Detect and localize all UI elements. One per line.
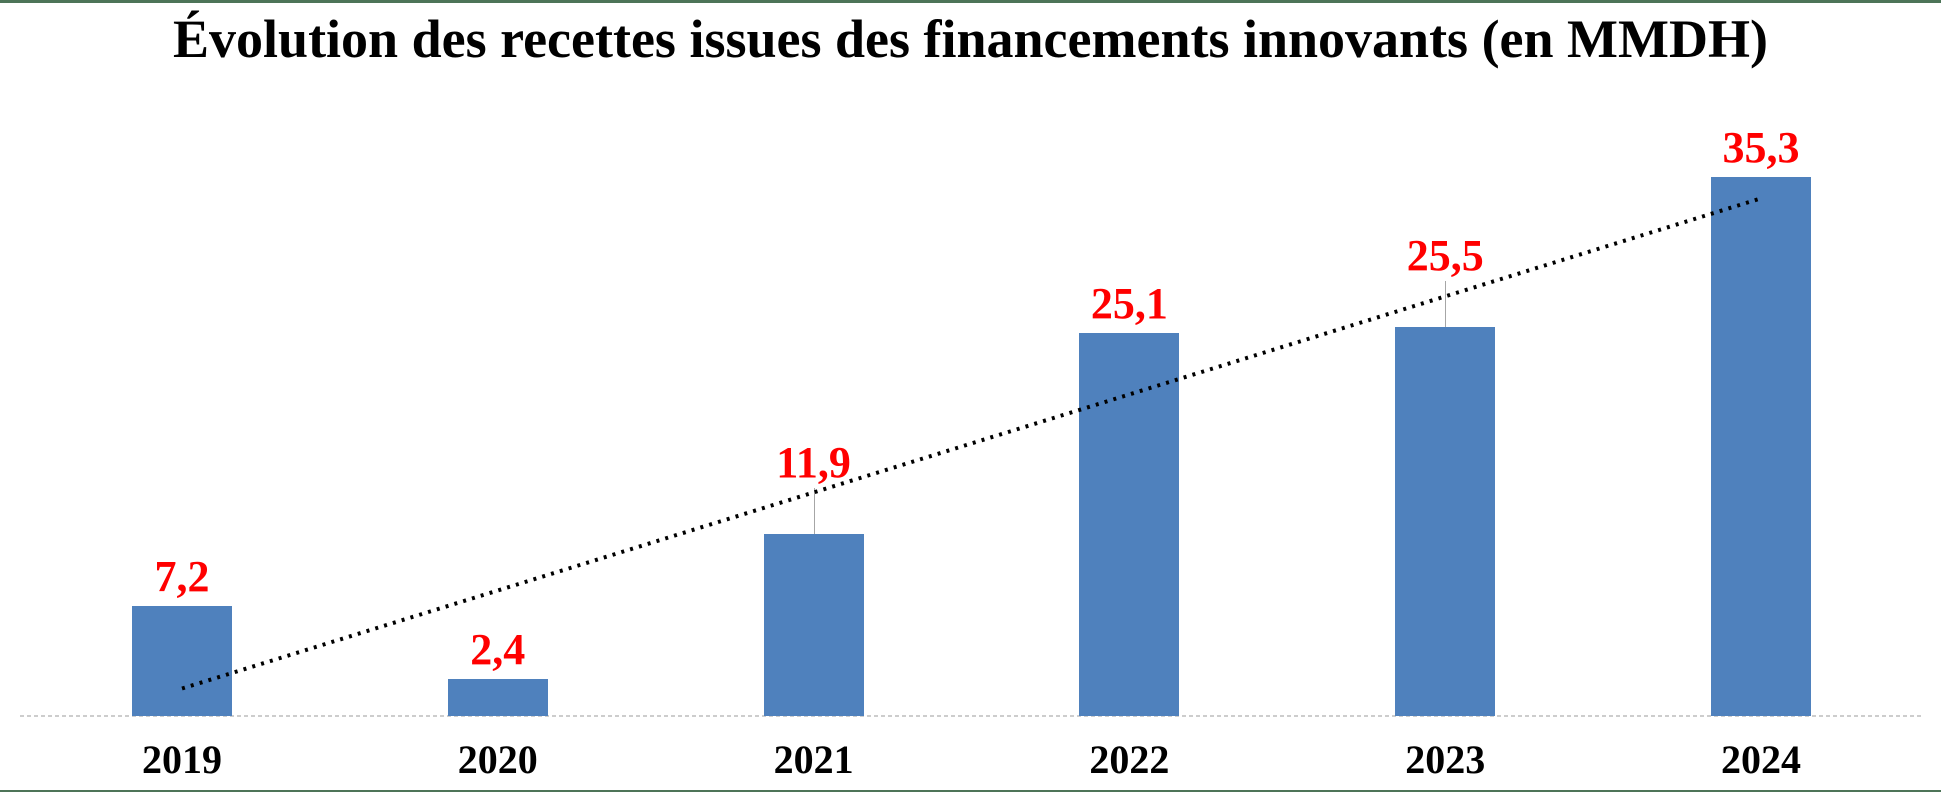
value-label-2019: 7,2 [154, 552, 210, 602]
bar-2020 [447, 679, 548, 716]
x-axis-label-2019: 2019 [142, 737, 222, 782]
plot-area: 7,2 2019 2,4 2020 11,9 2021 25,1 2022 25,5 2023 35… [0, 3, 1941, 790]
bar-2019 [132, 606, 232, 716]
x-axis-label-2020: 2020 [457, 737, 538, 782]
bar-2022 [1079, 332, 1180, 716]
bar-2021 [763, 534, 864, 716]
bar-2024 [1711, 176, 1811, 716]
x-axis-label-2022: 2022 [1089, 737, 1170, 782]
x-axis-line [20, 715, 1921, 717]
value-label-2022: 25,1 [1090, 278, 1168, 328]
value-label-2024: 35,3 [1722, 122, 1800, 172]
label-leader-line-2023 [1445, 280, 1447, 327]
chart-title: Évolution des recettes issues des financ… [173, 9, 1768, 69]
bar-2023 [1395, 326, 1496, 716]
trendline [181, 196, 1762, 691]
x-axis-label-2023: 2023 [1405, 737, 1486, 782]
value-label-2021: 11,9 [776, 438, 851, 488]
x-axis-label-2024: 2024 [1721, 737, 1801, 782]
label-leader-line-2021 [813, 488, 815, 535]
value-label-2023: 25,5 [1406, 230, 1484, 280]
x-axis-label-2021: 2021 [773, 737, 854, 782]
value-label-2020: 2,4 [470, 625, 526, 675]
